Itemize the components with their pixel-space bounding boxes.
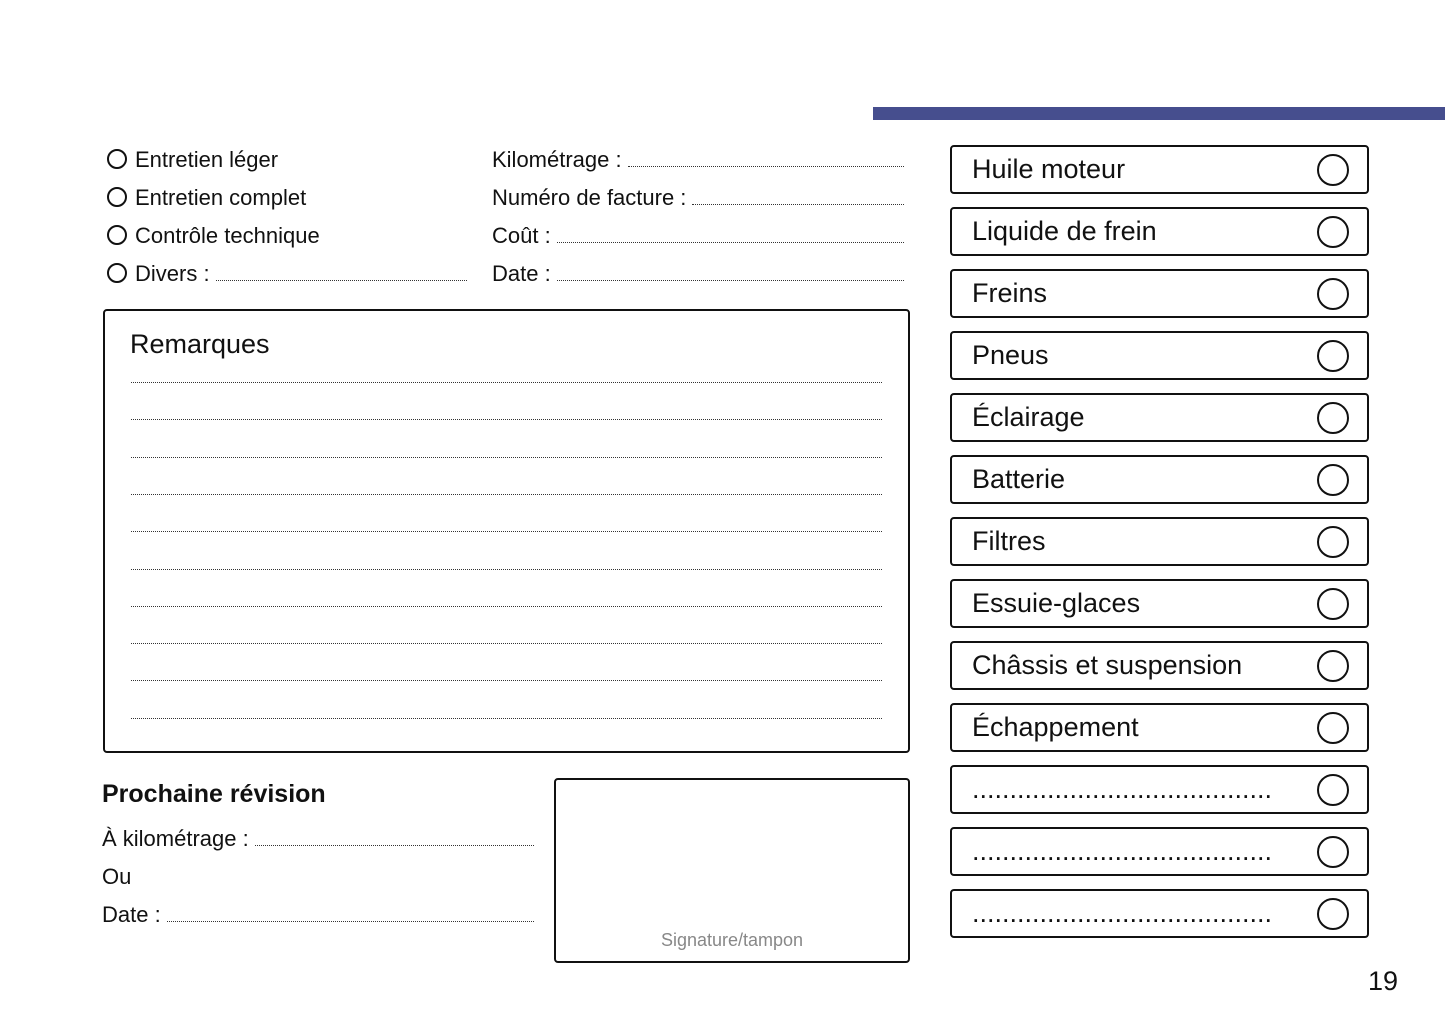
checklist-item[interactable]: Batterie xyxy=(950,455,1369,504)
signature-box[interactable]: Signature/tampon xyxy=(554,778,910,963)
remarks-line[interactable] xyxy=(131,605,882,607)
checklist-item[interactable]: ........................................ xyxy=(950,765,1369,814)
remarks-line[interactable] xyxy=(131,382,882,383)
checkbox-circle-icon[interactable] xyxy=(1317,463,1349,496)
checklist-label: Huile moteur xyxy=(972,154,1126,184)
checklist-label: Batterie xyxy=(972,464,1066,494)
checklist-label: Châssis et suspension xyxy=(972,650,1243,680)
service-type-label: Entretien complet xyxy=(135,185,307,210)
checklist-item[interactable]: Freins xyxy=(950,269,1369,318)
radio-icon[interactable] xyxy=(107,187,127,207)
remarks-line[interactable] xyxy=(131,680,882,682)
checkbox-circle-icon[interactable] xyxy=(1317,339,1349,372)
next-date-label: Date : xyxy=(102,902,161,927)
service-type-option[interactable]: Contrôle technique xyxy=(107,221,320,249)
radio-icon[interactable] xyxy=(107,149,127,169)
checklist-label: Freins xyxy=(972,278,1048,308)
radio-icon[interactable] xyxy=(107,263,127,283)
checklist-label: ........................................ xyxy=(972,774,1273,804)
checklist-item[interactable]: Châssis et suspension xyxy=(950,641,1369,690)
checkbox-circle-icon[interactable] xyxy=(1317,835,1349,868)
form-field[interactable]: Date : xyxy=(492,259,904,287)
form-field[interactable]: Coût : xyxy=(492,221,904,249)
field-label: Kilométrage : xyxy=(492,147,622,172)
next-date-field[interactable]: Date : xyxy=(102,900,534,928)
field-label: Date : xyxy=(492,261,551,286)
remarks-line[interactable] xyxy=(131,643,882,645)
checklist-item[interactable]: Liquide de frein xyxy=(950,207,1369,256)
field-label: Coût : xyxy=(492,223,551,248)
service-type-label: Contrôle technique xyxy=(135,223,320,248)
checklist-item[interactable]: Essuie-glaces xyxy=(950,579,1369,628)
next-km-label: À kilométrage : xyxy=(102,826,249,851)
checklist-label: Filtres xyxy=(972,526,1046,556)
checklist-label: Éclairage xyxy=(972,402,1085,432)
checklist-item[interactable]: ........................................ xyxy=(950,827,1369,876)
radio-icon[interactable] xyxy=(107,225,127,245)
remarks-line[interactable] xyxy=(131,717,882,719)
checklist-label: Pneus xyxy=(972,340,1049,370)
service-type-option[interactable]: Divers : xyxy=(107,259,467,287)
checklist-item[interactable]: Pneus xyxy=(950,331,1369,380)
checklist-label: ........................................ xyxy=(972,898,1273,928)
remarks-line[interactable] xyxy=(131,531,882,533)
form-field[interactable]: Numéro de facture : xyxy=(492,183,904,211)
field-label: Numéro de facture : xyxy=(492,185,687,210)
service-type-label: Divers : xyxy=(135,261,210,286)
input-line[interactable] xyxy=(692,204,904,205)
checkbox-circle-icon[interactable] xyxy=(1317,525,1349,558)
remarks-line[interactable] xyxy=(131,568,882,570)
checkbox-circle-icon[interactable] xyxy=(1317,587,1349,620)
checkbox-circle-icon[interactable] xyxy=(1317,277,1349,310)
signature-label: Signature/tampon xyxy=(660,930,804,950)
checklist-label: Essuie-glaces xyxy=(972,588,1141,618)
checklist-item[interactable]: Huile moteur xyxy=(950,145,1369,194)
header-accent-bar xyxy=(873,107,1445,120)
checkbox-circle-icon[interactable] xyxy=(1317,649,1349,682)
checklist-item[interactable]: ........................................ xyxy=(950,889,1369,938)
checkbox-circle-icon[interactable] xyxy=(1317,711,1349,744)
input-line[interactable] xyxy=(215,280,467,281)
checkbox-circle-icon[interactable] xyxy=(1317,215,1349,248)
remarks-line[interactable] xyxy=(131,493,882,495)
next-service-title: Prochaine révision xyxy=(102,780,326,808)
checkbox-circle-icon[interactable] xyxy=(1317,401,1349,434)
remarks-line[interactable] xyxy=(131,419,882,421)
service-type-option[interactable]: Entretien complet xyxy=(107,183,306,211)
checkbox-circle-icon[interactable] xyxy=(1317,897,1349,930)
checkbox-circle-icon[interactable] xyxy=(1317,153,1349,186)
input-line[interactable] xyxy=(627,166,904,167)
checklist-item[interactable]: Éclairage xyxy=(950,393,1369,442)
checklist-label: Échappement xyxy=(972,712,1139,742)
checklist-item[interactable]: Échappement xyxy=(950,703,1369,752)
remarks-title: Remarques xyxy=(130,329,270,359)
remarks-box[interactable]: Remarques xyxy=(103,309,910,753)
next-km-field[interactable]: À kilométrage : xyxy=(102,824,534,852)
remarks-line[interactable] xyxy=(131,456,882,458)
or-label: Ou xyxy=(102,864,132,889)
checklist-label: Liquide de frein xyxy=(972,216,1157,246)
service-type-option[interactable]: Entretien léger xyxy=(107,145,278,173)
service-type-label: Entretien léger xyxy=(135,147,279,172)
input-line[interactable] xyxy=(556,242,904,243)
checkbox-circle-icon[interactable] xyxy=(1317,773,1349,806)
checklist-label: ........................................ xyxy=(972,836,1273,866)
page-number: 19 xyxy=(1368,966,1399,996)
input-line[interactable] xyxy=(556,280,904,281)
checklist-item[interactable]: Filtres xyxy=(950,517,1369,566)
form-field[interactable]: Kilométrage : xyxy=(492,145,904,173)
